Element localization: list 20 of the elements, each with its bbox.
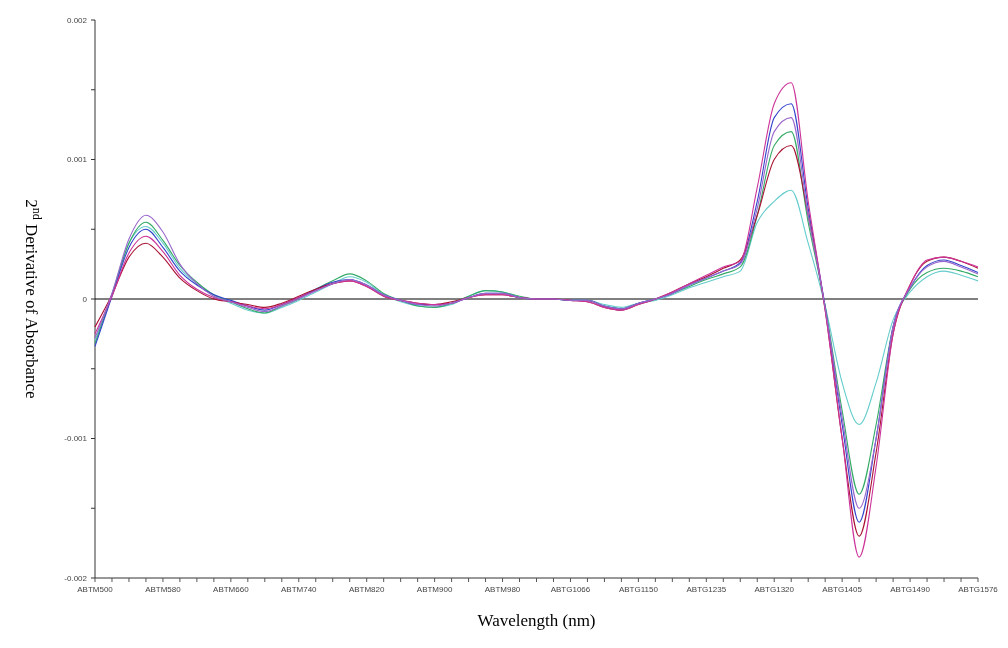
y-tick-label: 0 <box>82 294 88 304</box>
x-tick-label: ABTG1235 <box>686 585 727 594</box>
x-tick-label: ABTM660 <box>213 585 250 594</box>
x-tick-label: ABTM740 <box>280 585 318 594</box>
y-tick-label: -0.002 <box>64 573 88 583</box>
x-tick-label: ABTM580 <box>145 585 182 594</box>
x-tick-label: ABTM820 <box>348 585 386 594</box>
x-tick-label: ABTG1490 <box>890 585 931 594</box>
y-tick-label: 0.002 <box>66 15 88 25</box>
y-tick-label: 0.001 <box>66 155 88 165</box>
x-axis-title: Wavelength (nm) <box>477 611 596 630</box>
x-tick-label: ABTG1576 <box>958 585 999 594</box>
y-tick-label: -0.001 <box>64 434 88 444</box>
x-tick-label: ABTG1320 <box>754 585 795 594</box>
x-tick-label: ABTM900 <box>416 585 453 594</box>
x-tick-label: ABTM500 <box>77 585 114 594</box>
x-tick-label: ABTG1150 <box>618 585 659 594</box>
x-tick-label: ABTG1066 <box>550 585 591 594</box>
x-tick-label: ABTG1405 <box>822 585 863 594</box>
x-tick-label: ABTM980 <box>484 585 521 594</box>
